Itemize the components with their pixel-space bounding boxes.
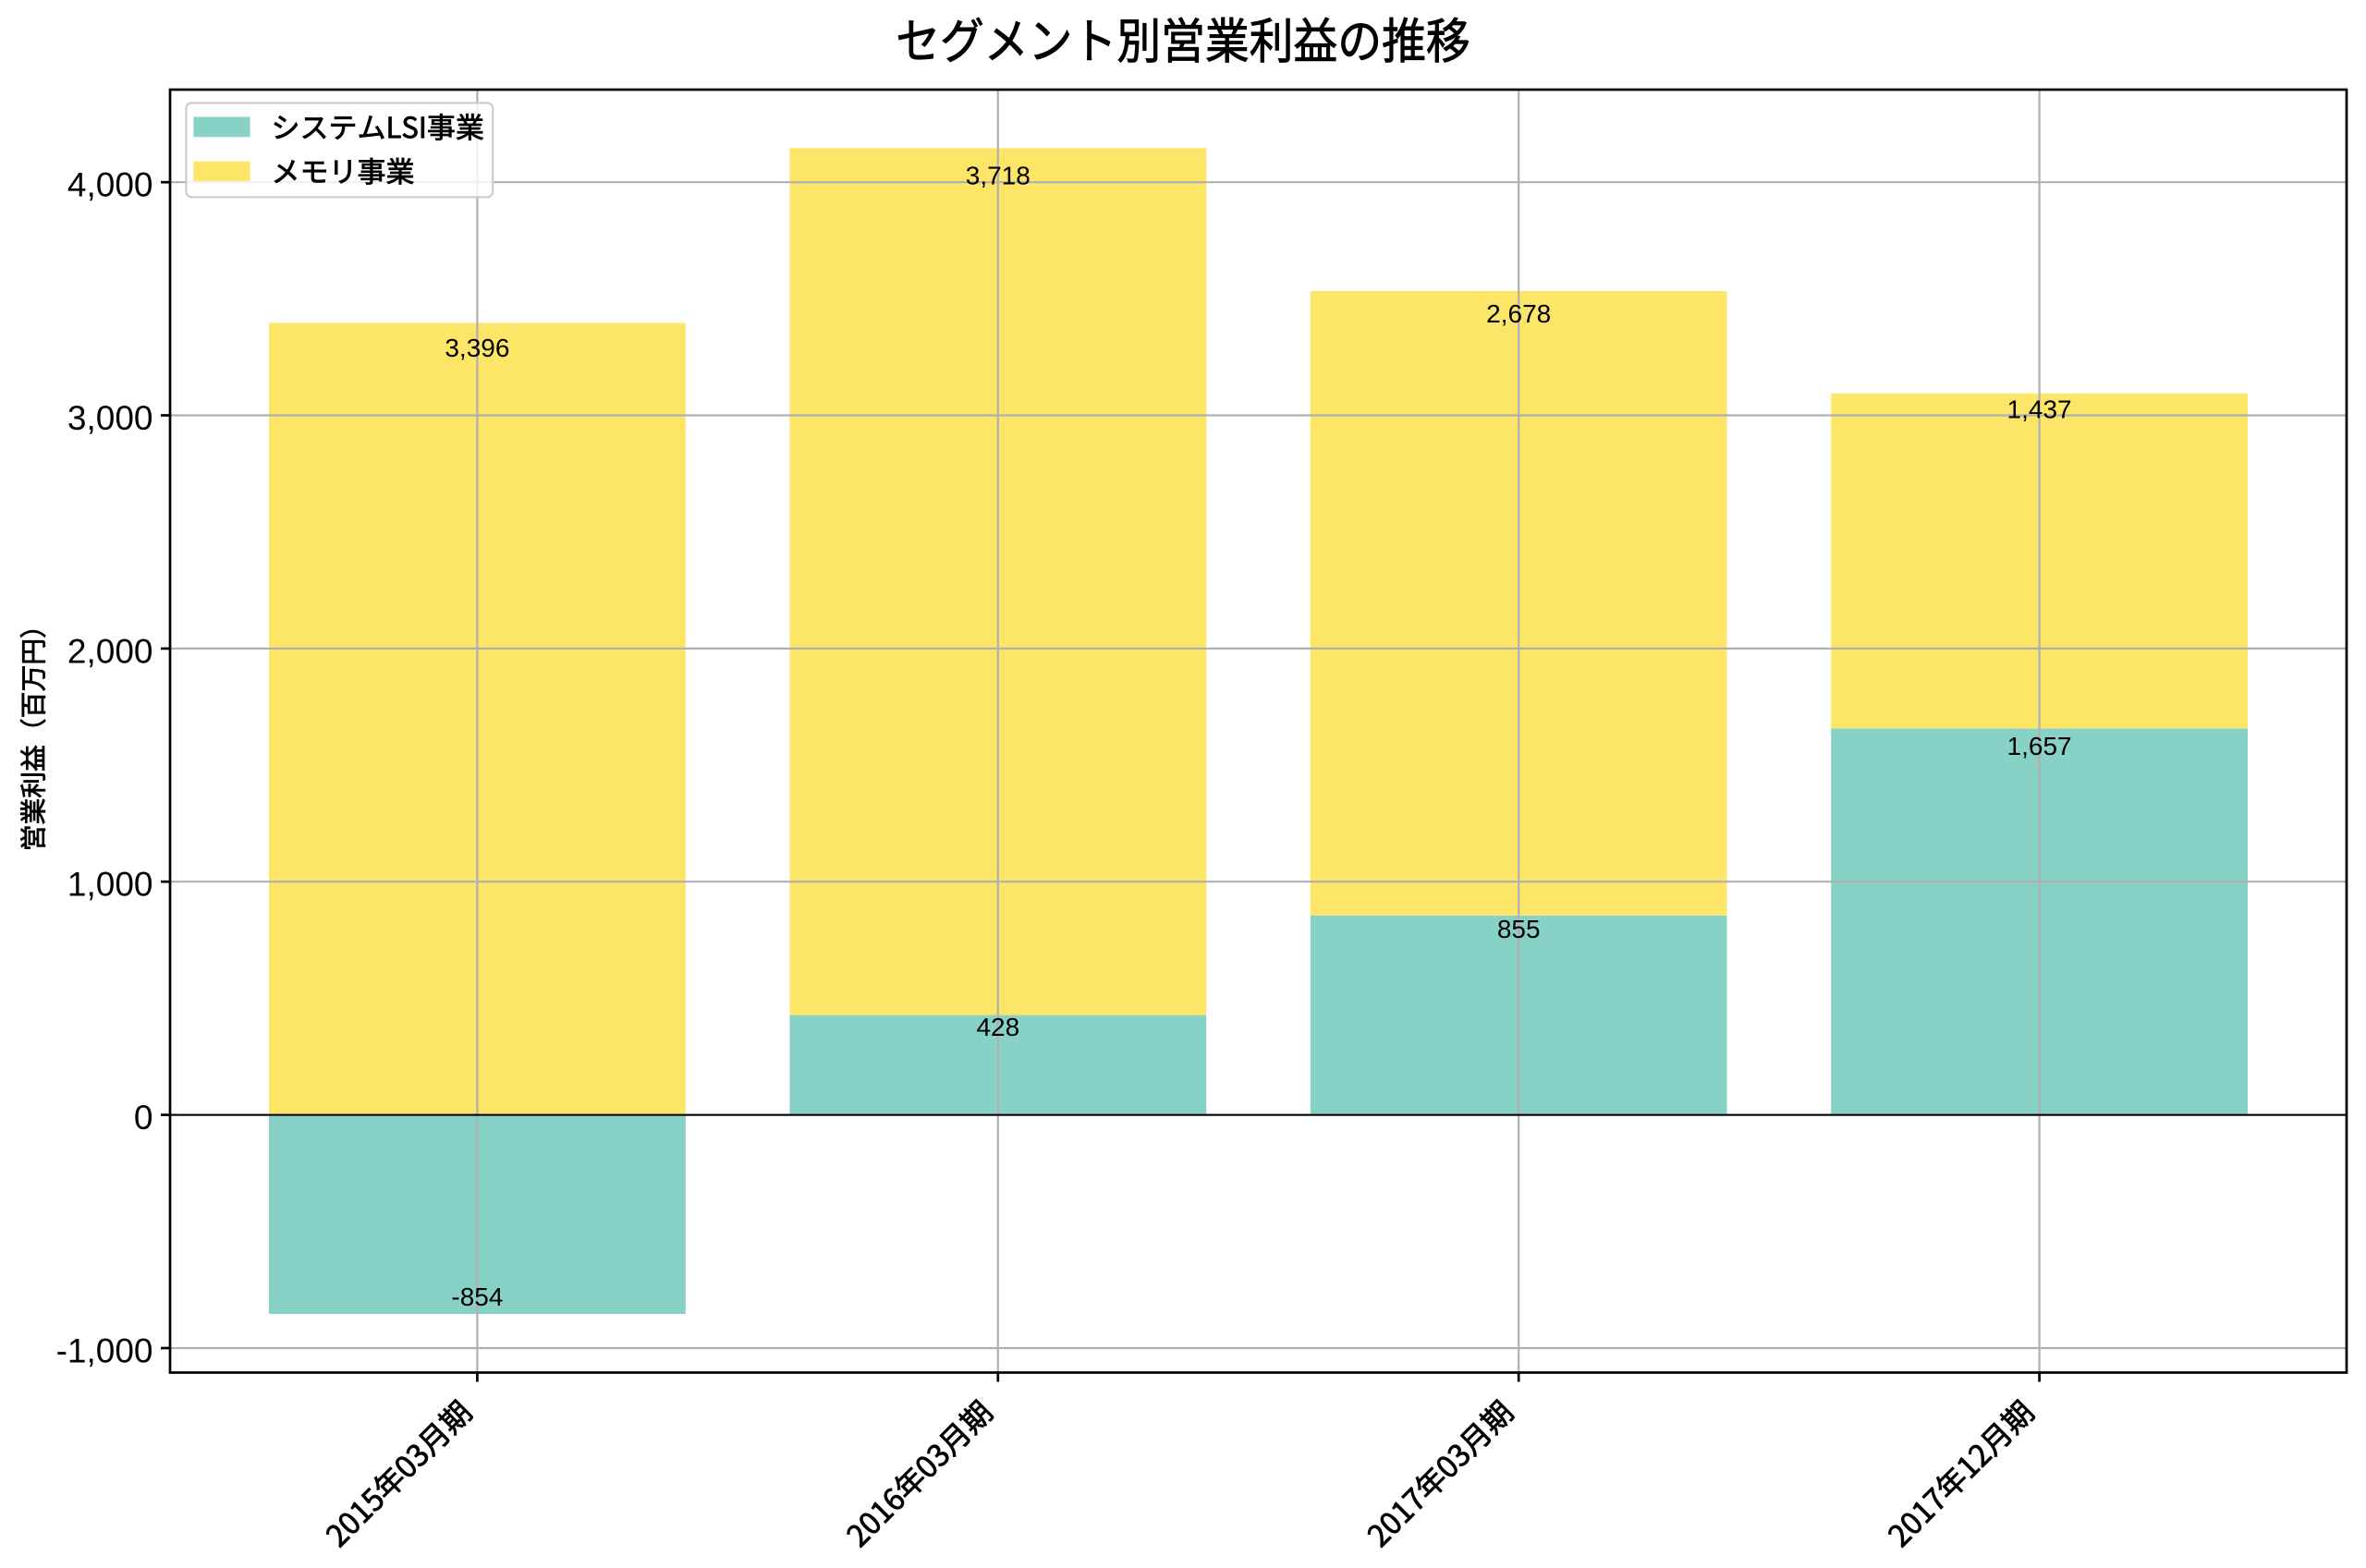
svg-text:4,000: 4,000 <box>67 166 153 204</box>
svg-text:1,657: 1,657 <box>2007 732 2072 760</box>
svg-text:-854: -854 <box>451 1282 503 1311</box>
svg-text:3,396: 3,396 <box>445 334 509 362</box>
svg-text:1,437: 1,437 <box>2007 395 2072 424</box>
svg-text:3,718: 3,718 <box>966 162 1031 190</box>
svg-text:855: 855 <box>1497 915 1541 943</box>
svg-text:428: 428 <box>976 1013 1019 1041</box>
svg-text:2,678: 2,678 <box>1486 299 1551 328</box>
svg-text:0: 0 <box>134 1099 153 1136</box>
svg-text:3,000: 3,000 <box>67 399 153 437</box>
svg-text:-1,000: -1,000 <box>56 1332 153 1370</box>
svg-text:2,000: 2,000 <box>67 632 153 670</box>
svg-text:1,000: 1,000 <box>67 866 153 904</box>
